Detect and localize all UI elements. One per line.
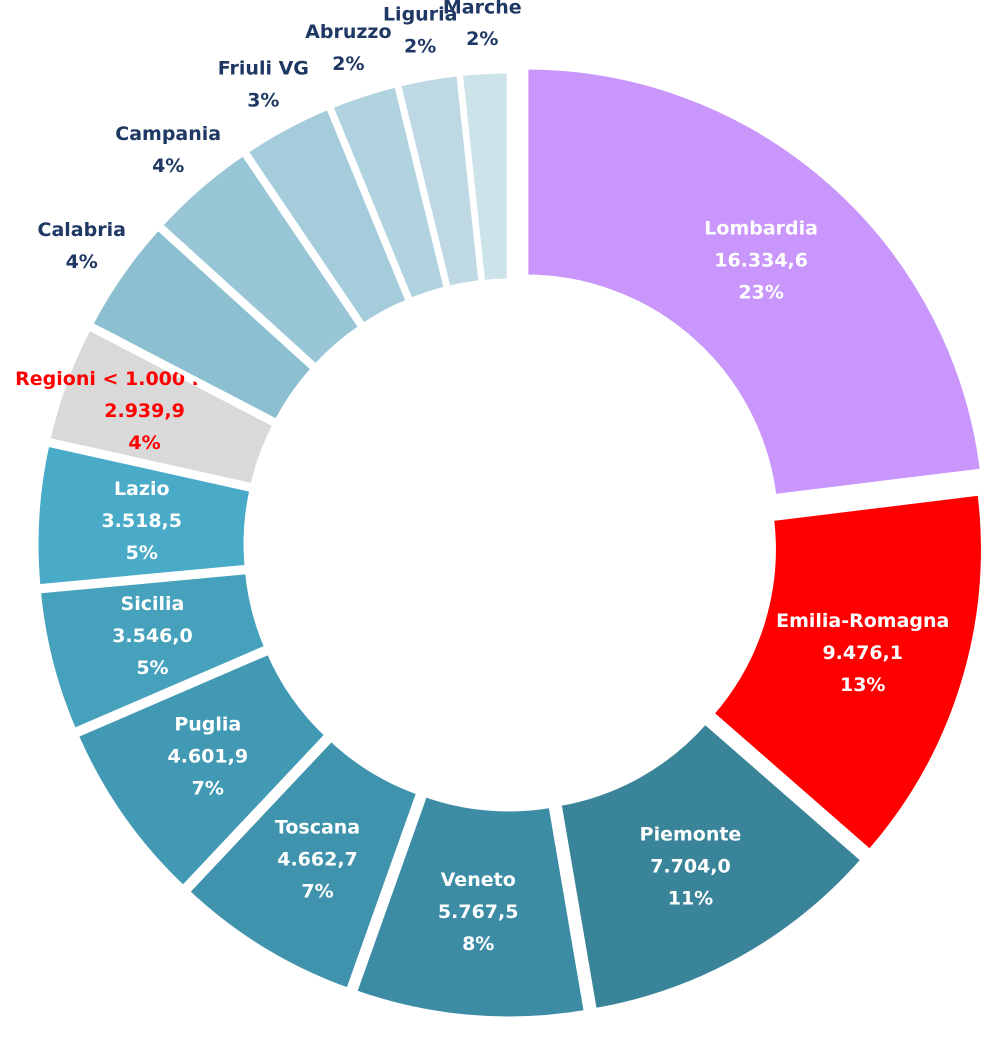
slice-label: 5.767,5 (438, 901, 519, 923)
donut-slice (556, 718, 867, 1014)
slice-label: Abruzzo (305, 21, 391, 43)
slice-label: Toscana (275, 816, 360, 838)
donut-slice (33, 441, 255, 590)
slice-label: Emilia-Romagna (776, 610, 949, 632)
slice-label: 4% (66, 251, 98, 273)
donut-slice (44, 324, 279, 489)
slice-label: 23% (738, 282, 783, 304)
slice-label: 3.518,5 (101, 510, 182, 532)
slice-label: Lazio (114, 478, 170, 500)
slice-label: Campania (115, 123, 221, 145)
slice-label: 2% (404, 35, 436, 57)
slice-label: Calabria (38, 219, 126, 241)
slice-label: Marche (443, 0, 522, 18)
slice-label: 7% (301, 880, 333, 902)
donut-slice (87, 224, 317, 425)
slice-label: 2% (466, 28, 498, 50)
donut-slice (35, 568, 271, 734)
donut-slice (72, 648, 331, 892)
slice-label: 4% (128, 432, 160, 454)
slice-label: 4.601,9 (168, 745, 249, 767)
slice-label: Friuli VG (218, 57, 309, 79)
slice-label: 13% (840, 674, 885, 696)
slice-label: Lombardia (704, 218, 818, 240)
donut-slice (183, 735, 423, 994)
donut-slice (523, 64, 986, 500)
slice-label: 3.546,0 (112, 625, 193, 647)
slice-label: 5% (136, 657, 168, 679)
slice-label: 16.334,6 (714, 250, 808, 272)
donut-slice (457, 68, 512, 286)
slice-label: 5% (126, 542, 158, 564)
slice-label: 7% (192, 777, 224, 799)
slice-label: Liguria (383, 3, 457, 25)
donut-slice (351, 791, 590, 1022)
slice-label: Sicilia (121, 593, 185, 615)
slice-label: 3% (247, 89, 279, 111)
slice-label: Veneto (441, 869, 516, 891)
slice-label: 4% (152, 155, 184, 177)
slice-label: 9.476,1 (822, 642, 903, 664)
slice-label: 8% (462, 933, 494, 955)
donut-slice (708, 490, 986, 856)
slice-label: 2.939,9 (104, 400, 185, 422)
slice-label: Piemonte (640, 823, 742, 845)
slice-label: 4.662,7 (277, 848, 358, 870)
slice-label: 2% (332, 53, 364, 75)
slice-label: 11% (668, 887, 713, 909)
slice-label: Puglia (174, 713, 241, 735)
slice-label: 7.704,0 (650, 855, 731, 877)
donut-slice (156, 149, 365, 370)
